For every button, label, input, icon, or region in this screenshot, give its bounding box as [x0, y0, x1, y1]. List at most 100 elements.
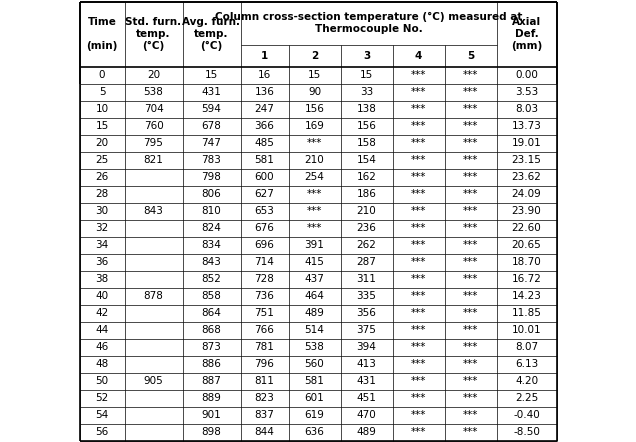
Text: ***: *** [411, 410, 426, 420]
Text: ***: *** [463, 325, 478, 335]
Text: 619: 619 [305, 410, 324, 420]
Text: 3.53: 3.53 [515, 87, 538, 97]
Text: 489: 489 [305, 308, 324, 318]
Text: 437: 437 [305, 274, 324, 284]
Text: ***: *** [411, 70, 426, 80]
Text: 36: 36 [95, 257, 109, 267]
Text: ***: *** [463, 291, 478, 301]
Text: 796: 796 [254, 359, 275, 369]
Text: 11.85: 11.85 [511, 308, 541, 318]
Text: 431: 431 [202, 87, 221, 97]
Text: ***: *** [463, 376, 478, 386]
Text: 514: 514 [305, 325, 324, 335]
Text: 766: 766 [254, 325, 275, 335]
Text: 696: 696 [254, 240, 275, 250]
Text: 32: 32 [95, 223, 109, 233]
Text: 431: 431 [357, 376, 377, 386]
Text: 15: 15 [95, 121, 109, 131]
Text: ***: *** [411, 342, 426, 352]
Text: 154: 154 [357, 155, 377, 165]
Text: 837: 837 [254, 410, 275, 420]
Text: ***: *** [463, 70, 478, 80]
Text: 581: 581 [254, 155, 275, 165]
Text: 878: 878 [144, 291, 163, 301]
Text: ***: *** [463, 393, 478, 403]
Text: 843: 843 [202, 257, 221, 267]
Text: 728: 728 [254, 274, 275, 284]
Text: ***: *** [411, 121, 426, 131]
Text: 821: 821 [144, 155, 163, 165]
Text: 10: 10 [95, 104, 109, 114]
Text: 16: 16 [258, 70, 271, 80]
Text: 3: 3 [363, 51, 370, 61]
Text: 391: 391 [305, 240, 324, 250]
Text: ***: *** [411, 155, 426, 165]
Text: ***: *** [411, 359, 426, 369]
Text: 600: 600 [254, 172, 274, 182]
Text: 901: 901 [202, 410, 221, 420]
Text: 40: 40 [95, 291, 109, 301]
Text: 5: 5 [99, 87, 106, 97]
Text: 15: 15 [360, 70, 373, 80]
Text: ***: *** [463, 308, 478, 318]
Text: 10.01: 10.01 [512, 325, 541, 335]
Text: 795: 795 [144, 138, 163, 148]
Text: 858: 858 [202, 291, 221, 301]
Text: 783: 783 [202, 155, 221, 165]
Text: 678: 678 [202, 121, 221, 131]
Text: ***: *** [411, 189, 426, 199]
Text: 311: 311 [357, 274, 377, 284]
Text: 210: 210 [357, 206, 377, 216]
Text: Avg. furn.
temp.
(°C): Avg. furn. temp. (°C) [183, 17, 240, 51]
Text: 2.25: 2.25 [515, 393, 538, 403]
Text: 823: 823 [254, 393, 275, 403]
Text: 394: 394 [357, 342, 377, 352]
Text: 811: 811 [254, 376, 275, 386]
Text: 538: 538 [305, 342, 324, 352]
Text: 16.72: 16.72 [511, 274, 541, 284]
Text: 156: 156 [305, 104, 324, 114]
Text: ***: *** [463, 240, 478, 250]
Text: ***: *** [463, 342, 478, 352]
Text: ***: *** [463, 410, 478, 420]
Text: 15: 15 [205, 70, 218, 80]
Text: ***: *** [411, 325, 426, 335]
Text: 843: 843 [144, 206, 163, 216]
Text: ***: *** [411, 274, 426, 284]
Text: ***: *** [463, 223, 478, 233]
Text: 56: 56 [95, 427, 109, 437]
Text: ***: *** [411, 87, 426, 97]
Text: ***: *** [463, 206, 478, 216]
Text: 136: 136 [254, 87, 275, 97]
Text: 806: 806 [202, 189, 221, 199]
Text: 538: 538 [144, 87, 163, 97]
Text: 247: 247 [254, 104, 275, 114]
Text: -0.40: -0.40 [513, 410, 540, 420]
Text: ***: *** [411, 376, 426, 386]
Text: ***: *** [411, 427, 426, 437]
Text: 4: 4 [415, 51, 422, 61]
Text: 736: 736 [254, 291, 275, 301]
Text: 24.09: 24.09 [511, 189, 541, 199]
Text: 23.15: 23.15 [511, 155, 541, 165]
Text: ***: *** [463, 274, 478, 284]
Text: 781: 781 [254, 342, 275, 352]
Text: 20: 20 [147, 70, 160, 80]
Text: ***: *** [411, 257, 426, 267]
Text: 186: 186 [357, 189, 377, 199]
Text: 46: 46 [95, 342, 109, 352]
Text: ***: *** [463, 172, 478, 182]
Text: 601: 601 [305, 393, 324, 403]
Text: ***: *** [411, 291, 426, 301]
Text: 560: 560 [305, 359, 324, 369]
Text: 19.01: 19.01 [511, 138, 541, 148]
Text: 30: 30 [95, 206, 109, 216]
Text: 20.65: 20.65 [511, 240, 541, 250]
Text: ***: *** [463, 359, 478, 369]
Text: 470: 470 [357, 410, 377, 420]
Text: 33: 33 [360, 87, 373, 97]
Text: 451: 451 [357, 393, 377, 403]
Text: 156: 156 [357, 121, 377, 131]
Text: 852: 852 [202, 274, 221, 284]
Text: -8.50: -8.50 [513, 427, 540, 437]
